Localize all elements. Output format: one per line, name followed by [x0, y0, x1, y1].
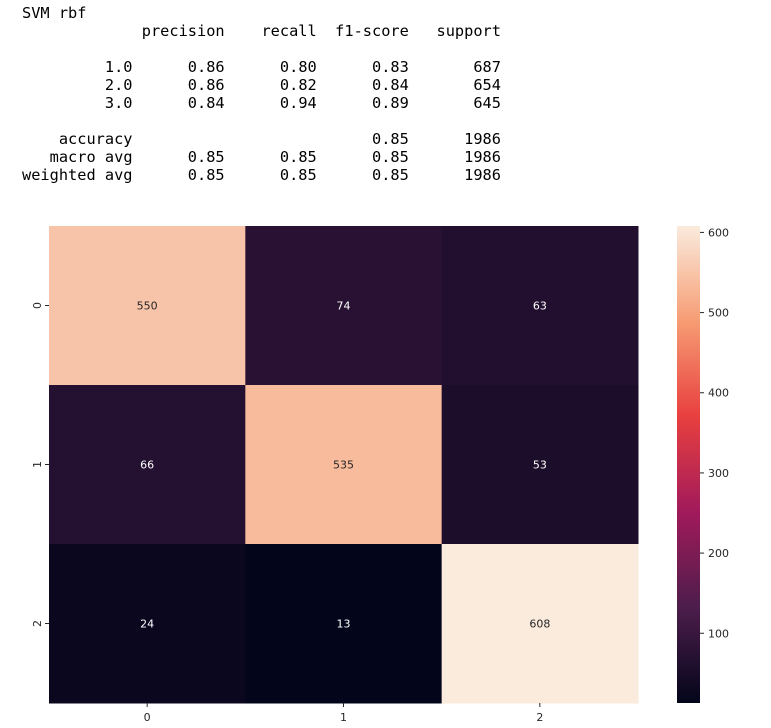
report-summary-label: weighted avg [22, 166, 133, 184]
report-cell-support: 687 [473, 58, 501, 76]
report-cell-f1: 0.89 [372, 94, 409, 112]
cell-value: 53 [533, 459, 547, 472]
x-tick-label: 0 [144, 711, 151, 724]
report-header-line: precision recall f1-score support [22, 22, 501, 40]
report-summary-row: weighted avg 0.85 0.85 0.85 1986 [22, 166, 501, 184]
report-summary-row: accuracy 0.85 1986 [22, 130, 501, 148]
report-row: 2.0 0.86 0.82 0.84 654 [22, 76, 501, 94]
cell-value: 66 [140, 459, 154, 472]
classification-report: SVM rbf precision recall f1-score suppor… [22, 4, 501, 184]
report-cell-support: 1986 [464, 166, 501, 184]
x-tick-label: 1 [340, 711, 347, 724]
heatmap-cell [245, 385, 443, 545]
report-cell-f1: 0.85 [372, 166, 409, 184]
y-tick-label: 1 [31, 461, 44, 468]
report-cell-recall: 0.85 [279, 148, 317, 166]
cell-value: 550 [137, 300, 158, 313]
report-cell-f1: 0.83 [372, 58, 409, 76]
colorbar [677, 226, 700, 703]
report-row-label: 3.0 [104, 94, 133, 112]
cell-value: 608 [529, 618, 550, 631]
report-cell-support: 1986 [464, 130, 501, 148]
report-cell-precision: 0.86 [187, 58, 225, 76]
report-row: 1.0 0.86 0.80 0.83 687 [22, 58, 501, 76]
report-cell-f1: 0.84 [372, 76, 409, 94]
cell-value: 74 [337, 300, 351, 313]
cell-value: 535 [333, 459, 354, 472]
report-cell-support: 645 [473, 94, 501, 112]
report-cell-f1: 0.85 [372, 148, 409, 166]
report-cell-support: 654 [473, 76, 501, 94]
report-cell-recall: 0.82 [279, 76, 317, 94]
report-cell-precision: 0.85 [187, 166, 225, 184]
report-summary-label: macro avg [49, 148, 133, 166]
cell-value: 24 [140, 618, 154, 631]
colorbar-tick-label: 100 [708, 627, 729, 640]
x-tick-label: 2 [536, 711, 543, 724]
cell-value: 13 [337, 618, 351, 631]
y-tick-label: 2 [31, 620, 44, 627]
heatmap-cell [441, 544, 639, 704]
report-cell-precision: 0.86 [187, 76, 225, 94]
heatmap-cell [49, 544, 246, 704]
report-cell-recall: 0.85 [279, 166, 317, 184]
heatmap-cell [441, 385, 639, 545]
report-cell-precision: 0.85 [187, 148, 225, 166]
report-row: 3.0 0.84 0.94 0.89 645 [22, 94, 501, 112]
report-cell-recall: 0.94 [279, 94, 317, 112]
colorbar-tick-label: 300 [708, 467, 729, 480]
report-row-label: 1.0 [104, 58, 133, 76]
report-cell-precision: 0.84 [187, 94, 225, 112]
colorbar-tick-label: 600 [708, 226, 729, 239]
cell-value: 63 [533, 300, 547, 313]
report-summary-row: macro avg 0.85 0.85 0.85 1986 [22, 148, 501, 166]
report-summary-label: accuracy [58, 130, 133, 148]
y-tick-label: 0 [31, 302, 44, 309]
report-header-recall: recall [261, 22, 317, 40]
report-header-support: support [436, 22, 501, 40]
colorbar-tick-label: 500 [708, 307, 729, 320]
colorbar-tick-label: 400 [708, 387, 729, 400]
heatmap-cell [49, 226, 246, 386]
report-title: SVM rbf [22, 4, 87, 22]
report-row-label: 2.0 [104, 76, 133, 94]
report-cell-support: 1986 [464, 148, 501, 166]
colorbar-tick-label: 200 [708, 547, 729, 560]
heatmap-cell [245, 544, 443, 704]
report-cell-f1: 0.85 [372, 130, 409, 148]
report-cell-recall: 0.80 [279, 58, 317, 76]
heatmap-cell [49, 385, 246, 545]
report-header-f1-score: f1-score [335, 22, 409, 40]
heatmap-cell [441, 226, 639, 386]
heatmap-cell [245, 226, 443, 386]
report-header-precision: precision [141, 22, 225, 40]
